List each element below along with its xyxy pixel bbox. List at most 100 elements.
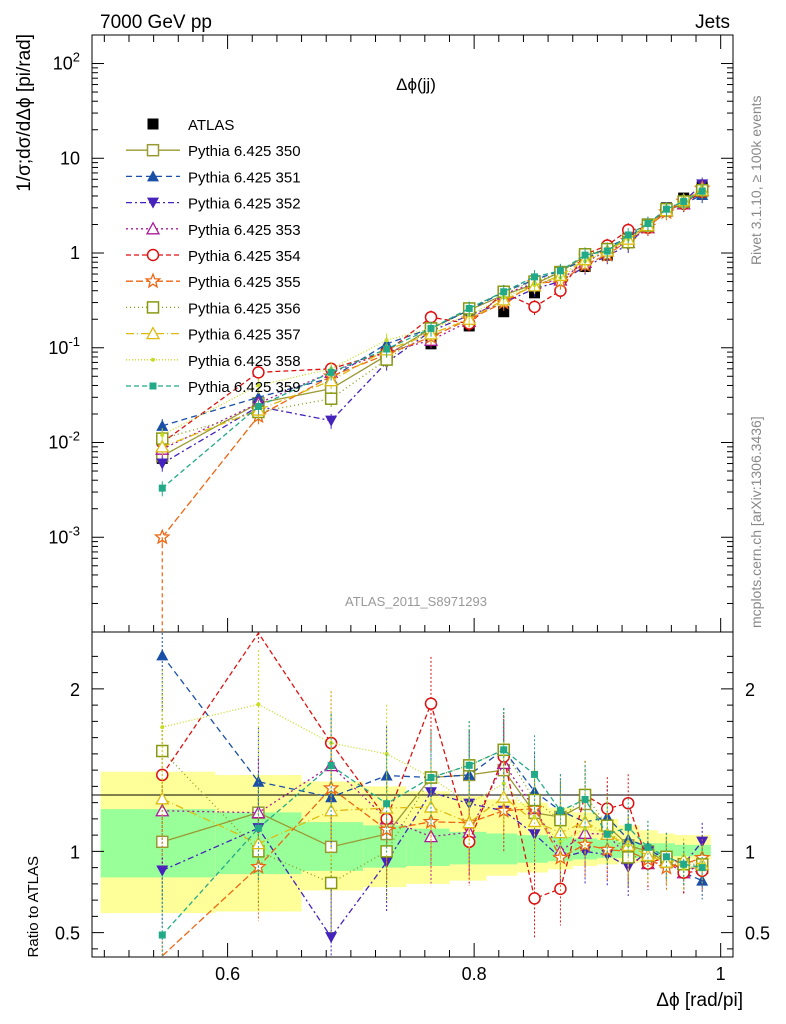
legend-marker <box>145 326 161 340</box>
data-point <box>603 247 611 255</box>
green-band <box>486 833 518 865</box>
series-line <box>161 190 703 489</box>
rivet-note: Rivet 3.1.10, ≥ 100k events <box>748 95 764 265</box>
ratio-point <box>554 882 567 896</box>
axes: 10-3 10-2 10-1 1 10 102 0.5 0.5 1 1 2 2 0.6 0.8 1 <box>48 34 770 984</box>
analysis-id: ATLAS_2011_S8971293 <box>345 594 487 609</box>
data-point <box>531 273 539 281</box>
ratio-point <box>624 823 632 831</box>
data-point <box>256 383 261 388</box>
series-line <box>161 189 703 436</box>
ratio-point <box>424 697 438 710</box>
ratio-point <box>662 853 670 861</box>
legend-label: Pythia 6.425 359 <box>188 379 301 396</box>
data-point <box>644 219 652 227</box>
mcplots-note: mcplots.cern.ch [arXiv:1306.3436] <box>748 416 764 628</box>
data-point <box>424 310 438 324</box>
data-point <box>581 251 589 259</box>
data-point <box>325 415 338 427</box>
ratio-line <box>162 791 703 939</box>
ratio-point <box>384 751 389 756</box>
data-point <box>156 458 169 470</box>
y-tick-label: 10-2 <box>48 429 80 453</box>
ratio-point <box>603 830 611 838</box>
legend-label: Pythia 6.425 353 <box>188 222 301 239</box>
ratio-point <box>583 826 588 831</box>
ratio-y-axis-label: Ratio to ATLAS <box>25 856 42 957</box>
ratio-point <box>256 702 261 707</box>
ratio-point <box>465 761 473 769</box>
ratio-point <box>500 746 508 754</box>
data-point <box>698 187 706 195</box>
legend: ATLAS Pythia 6.425 350 Pythia 6.425 351 Pyt… <box>126 117 301 396</box>
legend-marker <box>146 301 160 314</box>
data-point <box>160 433 165 438</box>
data-point <box>500 288 508 296</box>
data-point <box>384 338 389 343</box>
legend-marker <box>147 170 159 182</box>
main-series <box>153 177 711 632</box>
data-point <box>155 439 170 453</box>
ratio-point <box>581 795 589 803</box>
legend-label: Pythia 6.425 358 <box>188 353 301 370</box>
ratio-point <box>680 860 688 868</box>
ratio-line <box>161 631 703 900</box>
legend-label: Pythia 6.425 355 <box>188 274 301 291</box>
legend-marker <box>146 143 160 157</box>
ratio-point <box>325 932 338 944</box>
ratio-point <box>252 775 265 787</box>
ratio-y-tick-label-right: 1 <box>745 842 755 862</box>
ratio-point <box>698 864 706 872</box>
ratio-point <box>640 848 656 862</box>
legend-marker <box>147 197 159 209</box>
energy-label: 7000 GeV pp <box>100 12 212 33</box>
legend-marker <box>149 382 157 390</box>
ratio-point <box>501 781 506 786</box>
ratio-point <box>696 836 709 848</box>
data-point <box>158 484 166 492</box>
legend-marker <box>145 221 161 235</box>
ratio-point <box>626 843 631 848</box>
green-band <box>406 828 450 866</box>
y-tick-label: 10-1 <box>48 334 80 358</box>
green-band <box>675 844 694 857</box>
ratio-point <box>462 835 476 849</box>
data-point <box>680 197 688 205</box>
ratio-point <box>644 843 652 851</box>
y-tick-label: 1 <box>70 243 80 263</box>
data-point <box>324 392 338 405</box>
legend-marker <box>146 248 160 262</box>
x-tick-label: 0.6 <box>215 964 240 984</box>
ratio-point <box>528 892 541 905</box>
data-point <box>556 267 564 275</box>
ratio-point <box>383 800 391 808</box>
ratio-y-tick-label-right: 2 <box>745 680 755 700</box>
legend-marker <box>147 118 159 130</box>
ratio-point <box>155 791 170 805</box>
ratio-line <box>162 769 703 870</box>
ratio-point <box>427 774 435 782</box>
ratio-point <box>254 824 262 832</box>
data-point <box>327 368 335 376</box>
ratio-point <box>156 649 169 661</box>
data-point <box>624 231 632 239</box>
y-tick-label: 10-3 <box>48 523 80 547</box>
ratio-line <box>161 796 703 866</box>
ratio-point <box>156 865 169 877</box>
data-point <box>254 402 262 410</box>
y-tick-label: 102 <box>53 50 80 74</box>
ratio-point <box>558 840 563 844</box>
y-axis-label: 1/σ;dσ/dΔϕ [pi/rad] <box>14 34 35 192</box>
legend-label: Pythia 6.425 350 <box>188 143 301 160</box>
ratio-point <box>531 770 539 778</box>
legend-label: Pythia 6.425 356 <box>188 300 301 317</box>
data-point <box>465 304 473 312</box>
legend-marker <box>151 357 155 362</box>
series-line <box>161 187 703 538</box>
legend-marker <box>144 272 162 289</box>
ratio-point <box>158 931 166 939</box>
ratio-y-tick-label: 2 <box>70 680 80 700</box>
ratio-point <box>532 815 537 820</box>
x-tick-label: 1 <box>716 964 726 984</box>
ratio-series <box>155 631 711 957</box>
